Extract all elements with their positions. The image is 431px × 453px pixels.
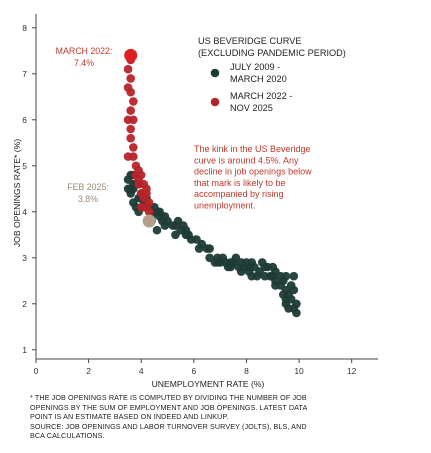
- footnote-line: SOURCE: JOB OPENINGS AND LABOR TURNOVER …: [30, 421, 307, 431]
- data-point-2022-2025: [129, 115, 138, 125]
- y-axis-label: JOB OPENINGS RATE* (%): [12, 139, 22, 247]
- x-tick-label: 6: [191, 366, 196, 376]
- data-point-2009-2020: [242, 258, 251, 267]
- data-point-2009-2020: [226, 262, 235, 272]
- annotation-line: curve is around 4.5%. Any: [194, 155, 299, 165]
- data-point-2009-2020: [260, 262, 270, 272]
- footnote-line: BCA CALCULATIONS.: [30, 431, 105, 441]
- chart-legend: JULY 2009 - MARCH 2020 MARCH 2022 - NOV 202…: [210, 62, 292, 113]
- x-tick-label: 12: [347, 366, 357, 376]
- data-point-2009-2020: [171, 230, 180, 240]
- highlight-label-feb-2025: FEB 2025:: [67, 182, 109, 192]
- legend-label: MARCH 2020: [230, 74, 287, 84]
- data-point-2009-2020: [292, 299, 301, 309]
- chart-labels: US BEVERIDGE CURVE (EXCLUDING PANDEMIC P…: [12, 36, 346, 389]
- x-tick-label: 10: [294, 366, 304, 376]
- data-point-2009-2020: [123, 184, 133, 194]
- legend-swatch: [210, 97, 220, 107]
- footnote-line: * THE JOB OPENINGS RATE IS COMPUTED BY D…: [30, 393, 307, 402]
- legend-label: JULY 2009 -: [230, 62, 280, 72]
- chart-subtitle: (EXCLUDING PANDEMIC PERIOD): [198, 48, 346, 58]
- data-point-2022-2025: [136, 170, 146, 180]
- data-point-2022-2025: [126, 87, 136, 97]
- y-tick-label: 5: [22, 161, 27, 171]
- data-point-2022-2025: [129, 152, 138, 161]
- y-tick-label: 2: [22, 299, 27, 309]
- footnote-line: POINT IS AN ESTIMATE BASED ON INDEED AND…: [30, 412, 229, 422]
- legend-label: MARCH 2022 -: [230, 91, 292, 101]
- data-point-2009-2020: [289, 271, 299, 281]
- x-tick-label: 4: [139, 366, 144, 376]
- data-point-2022-2025: [144, 207, 154, 217]
- data-point-2022-2025: [126, 106, 136, 115]
- data-point-2022-2025: [126, 124, 136, 134]
- footnote-line: OPENINGS BY THE SUM OF EMPLOYMENT AND JO…: [30, 402, 308, 412]
- legend-label: NOV 2025: [230, 103, 273, 113]
- annotation-line: that mark is likely to be: [194, 178, 286, 188]
- data-point-2022-2025: [136, 202, 146, 212]
- data-point-2009-2020: [218, 253, 228, 263]
- data-point-2022-2025: [129, 143, 138, 152]
- legend-swatch: [210, 68, 220, 78]
- x-axis-label: UNEMPLOYMENT RATE (%): [152, 379, 265, 389]
- data-point-2009-2020: [194, 244, 204, 253]
- data-point-2009-2020: [205, 253, 214, 263]
- data-point-2009-2020: [252, 271, 262, 281]
- highlight-point-march-2022: [124, 48, 138, 62]
- annotation-line: decline in job openings below: [194, 167, 312, 177]
- data-point-2009-2020: [271, 281, 280, 290]
- y-tick-label: 3: [22, 253, 27, 263]
- highlight-value-feb-2025: 3.8%: [78, 194, 98, 204]
- data-point-2022-2025: [126, 74, 136, 83]
- data-point-2009-2020: [286, 281, 296, 290]
- chart-title: US BEVERIDGE CURVE: [198, 36, 301, 46]
- annotation-line: The kink in the US Beveridge: [194, 144, 311, 154]
- highlight-value-march-2022: 7.4%: [74, 58, 94, 68]
- data-point-2022-2025: [126, 133, 136, 143]
- annotation-line: unemployment.: [194, 201, 256, 211]
- data-point-2022-2025: [123, 64, 133, 74]
- data-point-2022-2025: [129, 97, 138, 106]
- highlight-label-march-2022: MARCH 2022:: [56, 46, 113, 56]
- data-point-2009-2020: [276, 271, 285, 281]
- annotation-line: accompanied by rising: [194, 189, 284, 199]
- footnote: * THE JOB OPENINGS RATE IS COMPUTED BY D…: [30, 393, 425, 441]
- x-tick-label: 8: [244, 366, 249, 376]
- data-point-2009-2020: [205, 244, 214, 253]
- y-tick-label: 7: [22, 69, 27, 79]
- chart-marks: [123, 48, 301, 318]
- data-point-2009-2020: [152, 225, 162, 235]
- data-point-2009-2020: [281, 294, 291, 304]
- data-point-2009-2020: [244, 267, 254, 276]
- y-tick-label: 6: [22, 115, 27, 125]
- y-tick-label: 8: [22, 23, 27, 33]
- x-tick-label: 0: [34, 366, 39, 376]
- x-tick-label: 2: [86, 366, 91, 376]
- y-tick-label: 1: [22, 345, 27, 355]
- y-tick-label: 4: [22, 207, 27, 217]
- highlight-point-feb-2025: [142, 214, 156, 228]
